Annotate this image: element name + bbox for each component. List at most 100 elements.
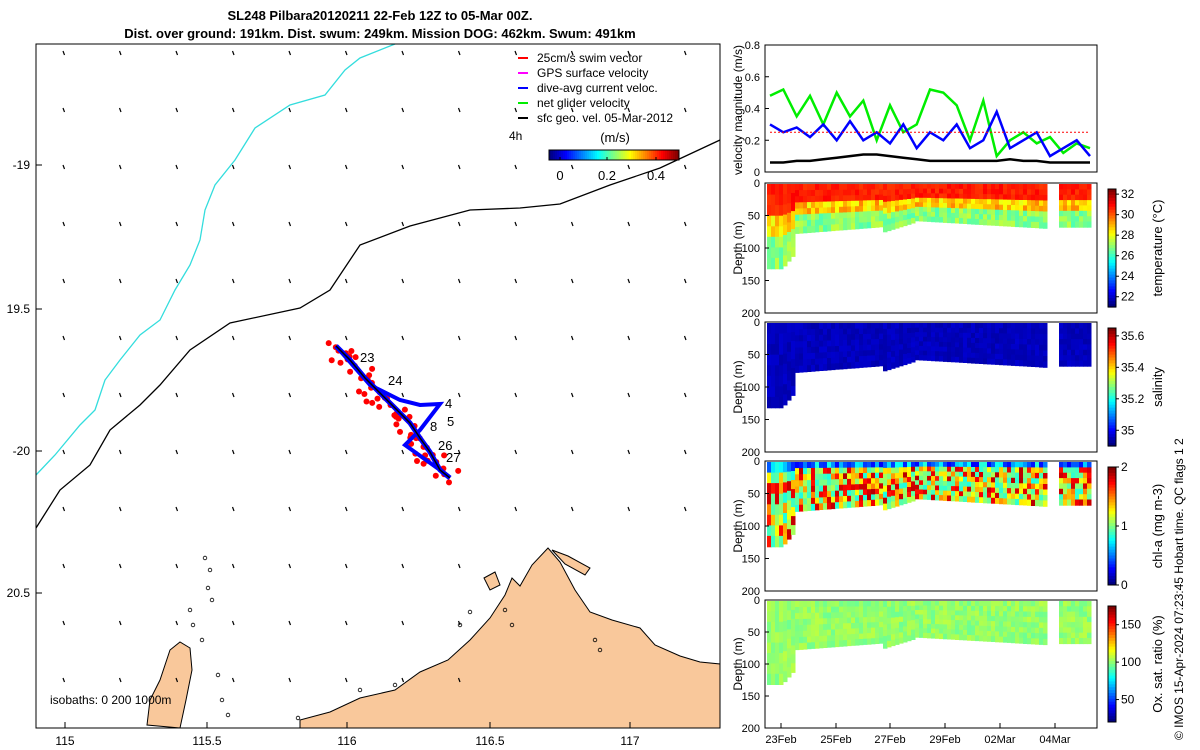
section-cell bbox=[975, 472, 980, 478]
section-cell bbox=[903, 323, 908, 329]
section-cell bbox=[1083, 200, 1088, 207]
section-cell bbox=[783, 641, 788, 652]
section-cell bbox=[987, 626, 992, 632]
section-cell bbox=[1059, 467, 1064, 474]
section-cell bbox=[791, 507, 796, 517]
section-cell bbox=[871, 200, 876, 207]
section-cell bbox=[1035, 462, 1040, 469]
section-cell bbox=[855, 495, 860, 502]
colorbar-swatch bbox=[1108, 558, 1116, 562]
section-cell bbox=[1019, 360, 1024, 367]
colorbar-swatch bbox=[1108, 366, 1116, 370]
section-cell bbox=[967, 625, 972, 631]
section-cell bbox=[811, 630, 816, 638]
section-cell bbox=[939, 323, 944, 329]
section-cell bbox=[963, 208, 968, 215]
colorbar-swatch bbox=[1108, 277, 1116, 281]
section-cell bbox=[1007, 616, 1012, 623]
section-cell bbox=[895, 489, 900, 496]
section-cell bbox=[1075, 622, 1080, 629]
section-cell bbox=[919, 323, 924, 329]
colorbar-tick-label: 150 bbox=[1121, 618, 1141, 632]
colorbar-swatch bbox=[659, 150, 662, 160]
colorbar-swatch bbox=[1108, 666, 1116, 671]
section-cell bbox=[995, 353, 1000, 360]
section-cell bbox=[831, 496, 836, 504]
section-cell bbox=[887, 601, 892, 608]
section-cell bbox=[995, 487, 1000, 494]
section-cell bbox=[791, 471, 796, 481]
section-cell bbox=[947, 337, 952, 343]
section-cell bbox=[911, 624, 916, 631]
section-cell bbox=[999, 189, 1004, 196]
section-cell bbox=[867, 606, 872, 613]
section-cell bbox=[839, 490, 844, 498]
section-cell bbox=[795, 462, 800, 469]
section-cell bbox=[899, 354, 904, 361]
section-cell bbox=[951, 629, 956, 635]
colorbar-swatch bbox=[1108, 387, 1116, 391]
section-cell bbox=[767, 632, 772, 644]
section-cell bbox=[839, 496, 844, 503]
section-cell bbox=[971, 471, 976, 478]
vector-arrow bbox=[401, 392, 405, 398]
section-cell bbox=[951, 620, 956, 626]
section-cell bbox=[787, 222, 792, 233]
section-cell bbox=[783, 621, 788, 632]
swim-vector bbox=[369, 365, 376, 372]
section-cell bbox=[1087, 627, 1092, 634]
vector-arrow bbox=[683, 449, 687, 455]
section-cell bbox=[803, 208, 808, 216]
section-cell bbox=[863, 617, 868, 624]
section-cell bbox=[831, 189, 836, 197]
section-cell bbox=[991, 353, 996, 360]
section-cell bbox=[847, 639, 852, 647]
section-cell bbox=[843, 467, 848, 475]
section-cell bbox=[795, 474, 800, 482]
section-cell bbox=[1067, 344, 1072, 351]
vector-arrow bbox=[627, 50, 631, 56]
colorbar-swatch bbox=[635, 150, 638, 160]
section-cell bbox=[1011, 621, 1016, 628]
section-cell bbox=[867, 611, 872, 618]
section-cell bbox=[875, 483, 880, 490]
section-cell bbox=[875, 472, 880, 479]
section-cell bbox=[1035, 194, 1040, 202]
section-cell bbox=[899, 333, 904, 340]
section-cell bbox=[899, 338, 904, 345]
section-cell bbox=[819, 473, 824, 481]
section-cell bbox=[799, 196, 804, 204]
section-cell bbox=[1015, 488, 1020, 495]
section-cell bbox=[779, 493, 784, 506]
section-cell bbox=[859, 478, 864, 485]
section-cell bbox=[987, 189, 992, 195]
section-cell bbox=[1079, 194, 1084, 201]
colorbar-swatch bbox=[615, 150, 618, 160]
colorbar-tick-label: 35 bbox=[1121, 423, 1135, 437]
section-cell bbox=[1071, 349, 1076, 356]
section-cell bbox=[811, 612, 816, 620]
colorbar-swatch bbox=[1108, 271, 1116, 276]
section-cell bbox=[883, 462, 888, 469]
section-cell bbox=[871, 323, 876, 330]
section-cell bbox=[911, 323, 916, 329]
section-cell bbox=[1035, 205, 1040, 212]
section-cell bbox=[875, 606, 880, 613]
section-cell bbox=[1015, 616, 1020, 623]
section-cell bbox=[947, 634, 952, 640]
section-cell bbox=[1043, 200, 1048, 207]
vector-arrow bbox=[288, 677, 292, 683]
colorbar-swatch bbox=[1108, 561, 1116, 565]
section-cell bbox=[787, 619, 792, 631]
section-cell bbox=[959, 213, 964, 219]
section-cell bbox=[779, 673, 784, 685]
vector-arrow bbox=[344, 620, 348, 626]
section-cell bbox=[947, 203, 952, 209]
section-cell bbox=[995, 482, 1000, 489]
section-y-tick-label: 50 bbox=[748, 627, 760, 639]
section-cell bbox=[1023, 333, 1028, 340]
section-cell bbox=[943, 629, 948, 635]
colorbar-swatch bbox=[1108, 652, 1116, 656]
section-cell bbox=[1007, 199, 1012, 206]
section-cell bbox=[951, 624, 956, 631]
